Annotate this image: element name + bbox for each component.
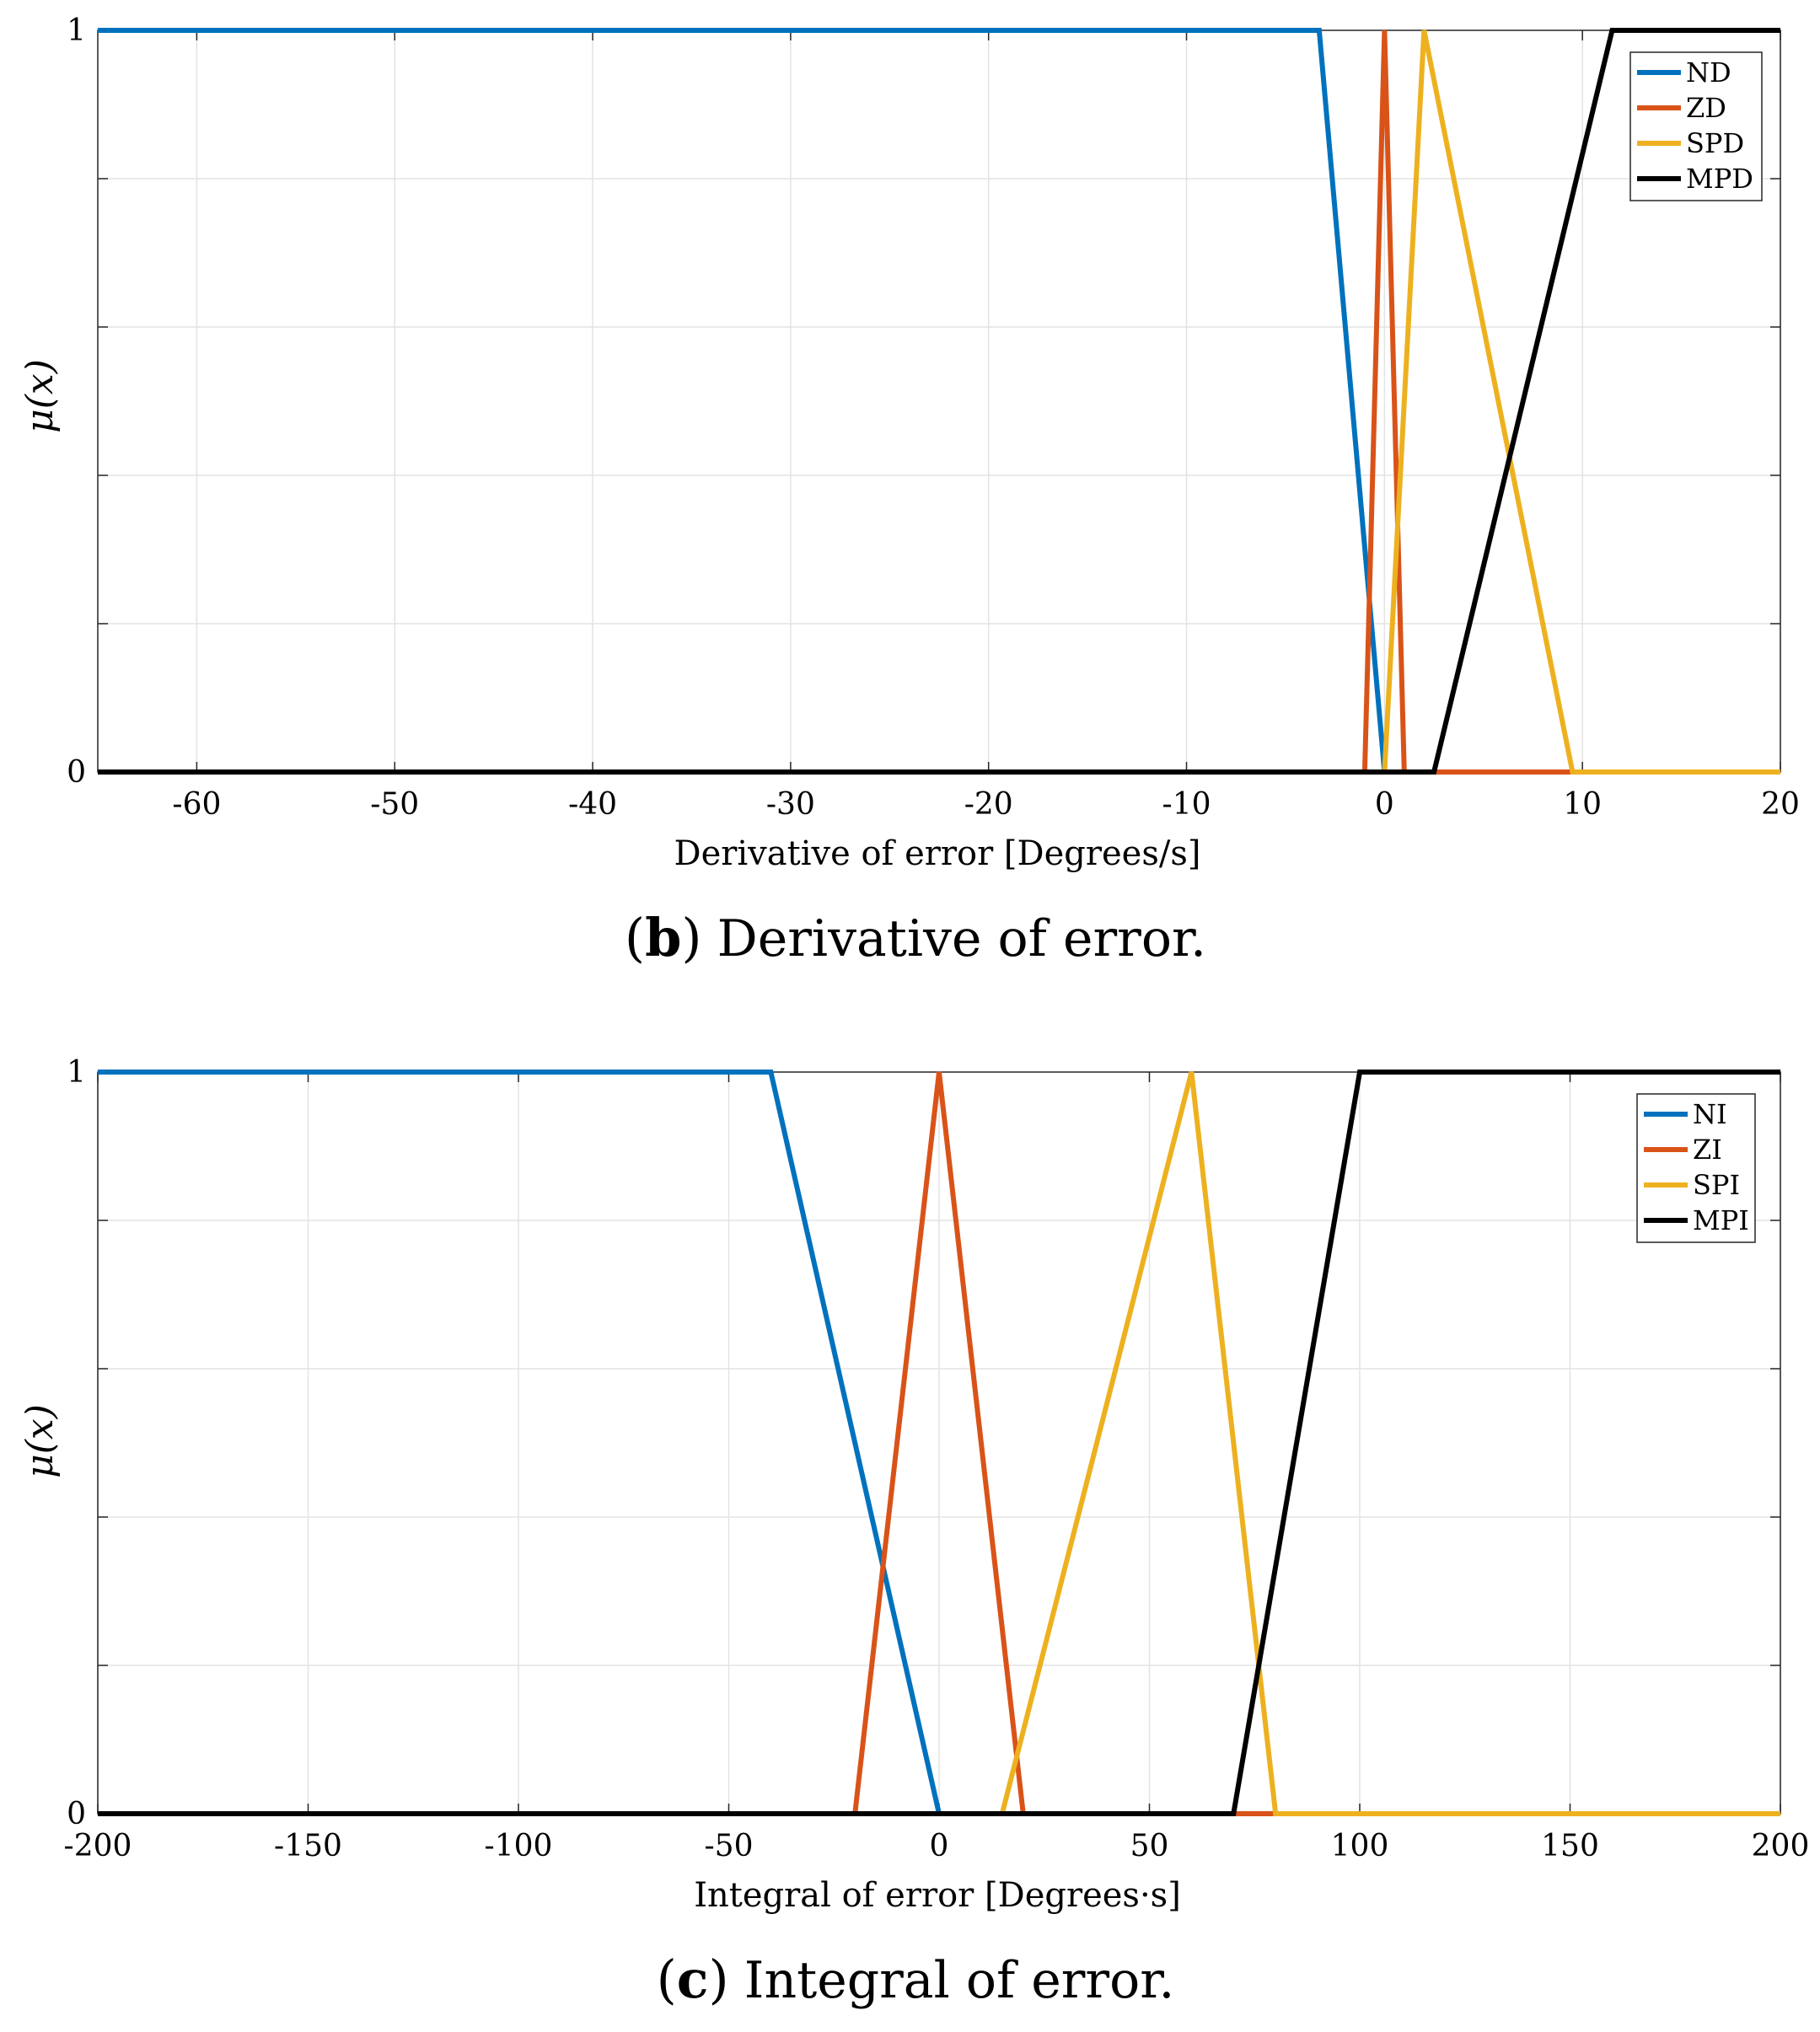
legend-label-zi: ZI <box>1693 1134 1722 1166</box>
x-axis-label: Derivative of error [Degrees/s] <box>674 834 1201 873</box>
series-group <box>98 1070 1780 1816</box>
legend-label-nd: ND <box>1686 56 1731 88</box>
y-tick-label: 1 <box>67 1055 86 1090</box>
x-tick-label: -100 <box>485 1829 553 1863</box>
x-tick-label: -50 <box>370 787 419 822</box>
legend-box <box>1636 1093 1756 1243</box>
x-tick-label: -10 <box>1162 787 1211 822</box>
caption: (c) Integral of error. <box>657 1949 1175 2010</box>
y-axis-label: μ(x) <box>19 359 62 433</box>
x-tick-label: -20 <box>964 787 1013 822</box>
x-tick-label: 0 <box>930 1829 949 1863</box>
caption-text: Derivative of error. <box>717 909 1207 968</box>
legend-label-zd: ZD <box>1686 92 1726 124</box>
caption: (b) Derivative of error. <box>625 907 1206 968</box>
series-group <box>98 28 1780 775</box>
grid <box>98 30 1781 772</box>
x-tick-label: -50 <box>705 1829 754 1863</box>
x-tick-label: -200 <box>64 1829 132 1863</box>
legend-label-ni: NI <box>1693 1098 1727 1130</box>
x-tick-label: 10 <box>1563 787 1602 822</box>
legend-label-spd: SPD <box>1686 127 1744 159</box>
y-axis-label: μ(x) <box>19 1404 62 1478</box>
caption-letter: c <box>677 1949 709 2010</box>
x-tick-label: 150 <box>1541 1829 1599 1863</box>
x-tick-label: 50 <box>1130 1829 1169 1863</box>
plot-background <box>98 30 1780 772</box>
x-tick-label: 0 <box>1375 787 1394 822</box>
series-line-mpd <box>98 28 1780 775</box>
x-tick-label: -30 <box>766 787 815 822</box>
x-tick-label: 100 <box>1331 1829 1389 1863</box>
y-tick-label: 1 <box>67 13 86 48</box>
y-tick-label: 0 <box>67 1797 86 1831</box>
x-tick-label: 200 <box>1752 1829 1810 1863</box>
caption-letter: b <box>645 907 681 968</box>
x-tick-label: 20 <box>1761 787 1800 822</box>
x-axis-label: Integral of error [Degrees·s] <box>694 1876 1181 1915</box>
series-line-mpi <box>98 1070 1780 1816</box>
y-tick-label: 0 <box>67 755 86 790</box>
legend-box <box>1629 51 1763 201</box>
x-tick-label: -150 <box>274 1829 342 1863</box>
caption-text: Integral of error. <box>744 1951 1175 2010</box>
legend-label-spi: SPI <box>1693 1169 1740 1201</box>
legend-label-mpd: MPD <box>1686 163 1753 195</box>
x-tick-label: -60 <box>172 787 221 822</box>
legend-label-mpi: MPI <box>1693 1204 1749 1236</box>
chart-panel-c: -200 -150 -100 -50 0 50 100 150 20001NIZISPIMPI … <box>19 1055 1809 2010</box>
x-tick-label: -40 <box>568 787 617 822</box>
